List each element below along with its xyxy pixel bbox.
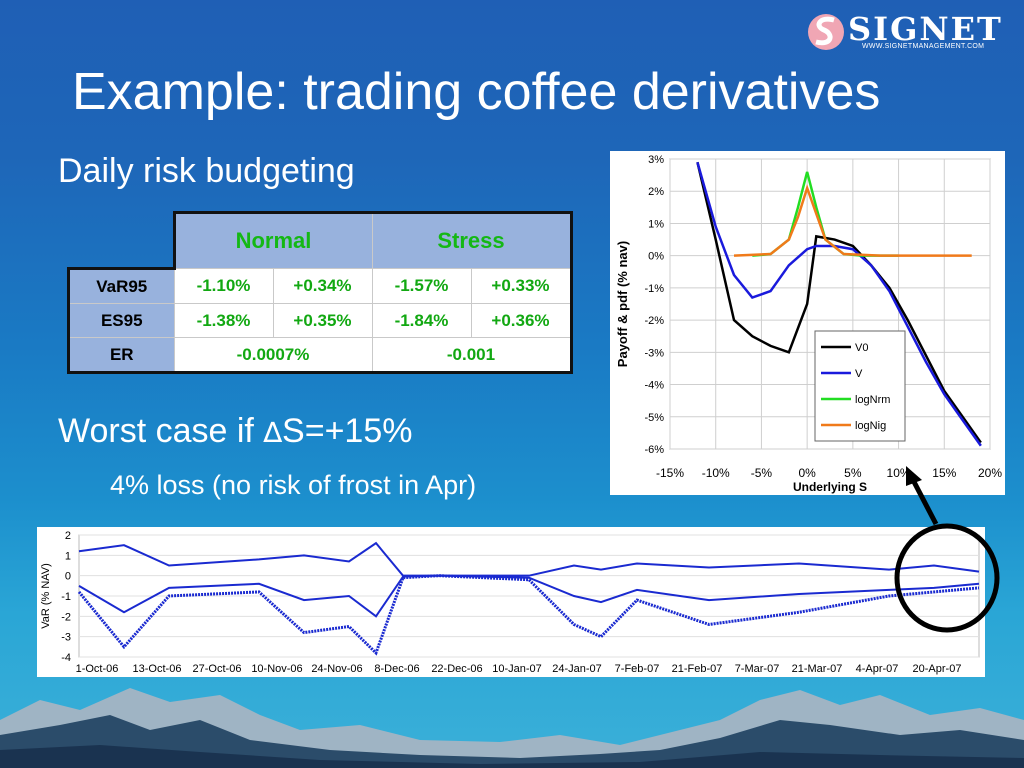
x-tick-label: 27-Oct-06 [193, 663, 242, 675]
x-tick-label: 22-Dec-06 [431, 663, 482, 675]
table-row: VaR95 -1.10% +0.34% -1.57% +0.33% [67, 267, 573, 304]
table-cell: -1.57% [371, 268, 472, 304]
x-tick-label: 7-Mar-07 [735, 663, 780, 675]
x-tick-label: 1-Oct-06 [76, 663, 119, 675]
loss-sub-bullet: 4% loss (no risk of frost in Apr) [110, 470, 477, 500]
highlight-circle [894, 523, 1000, 633]
y-tick-label: -4 [61, 652, 71, 664]
y-axis-label: VaR (% NAV) [40, 563, 52, 629]
series-line [78, 541, 980, 577]
x-tick-label: 24-Jan-07 [552, 663, 602, 675]
x-tick-label: 21-Feb-07 [672, 663, 723, 675]
subtitle: Daily risk budgeting [58, 152, 355, 190]
y-tick-label: 0 [65, 571, 71, 583]
x-tick-label: 21-Mar-07 [792, 663, 843, 675]
worst-case-prefix: Worst case if [58, 412, 264, 450]
pointer-arrow-head [906, 466, 922, 486]
x-tick-label: 20-Apr-07 [913, 663, 962, 675]
x-tick-label: 10-Jan-07 [492, 663, 542, 675]
y-axis-label: Payoff & pdf (% nav) [615, 241, 630, 367]
payoff-chart: 3% 2% 1% 0% -1% -2% -3% -4% -5% -6% -15% -10% -5% 0% 5… [610, 151, 1005, 495]
table-cell: -1.84% [371, 303, 472, 338]
logo-url: WWW.SIGNETMANAGEMENT.COM [862, 43, 985, 50]
delta-symbol: ∆ [263, 416, 283, 449]
y-tick-label: 0% [648, 251, 664, 263]
y-tick-label: -3% [644, 347, 664, 359]
table-cell: +0.33% [470, 268, 573, 304]
legend-box [814, 330, 906, 442]
header-normal: Normal [172, 211, 373, 269]
x-tick-label: 7-Feb-07 [615, 663, 660, 675]
y-tick-label: -3 [61, 632, 71, 644]
y-tick-label: 2 [65, 530, 71, 542]
y-tick-label: -2 [61, 611, 71, 623]
table-row: ES95 -1.38% +0.35% -1.84% +0.36% [67, 303, 573, 338]
x-tick-label: 10-Nov-06 [251, 663, 302, 675]
y-tick-label: -1 [61, 591, 71, 603]
legend-label: V [855, 368, 863, 380]
x-axis-label: Underlying S [793, 480, 867, 494]
table-cell: -0.001 [371, 337, 573, 374]
x-tick-label: 10% [887, 466, 911, 480]
y-tick-label: 1 [65, 550, 71, 562]
pointer-arrow-line [909, 476, 939, 526]
x-tick-label: 8-Dec-06 [374, 663, 419, 675]
payoff-chart-svg: 3% 2% 1% 0% -1% -2% -3% -4% -5% -6% -15% -10% -5% 0% 5… [615, 154, 1002, 494]
slide-title: Example: trading coffee derivatives [72, 63, 881, 121]
x-tick-label: 20% [978, 466, 1002, 480]
logo-wordmark: SIGNET [848, 10, 1003, 48]
signet-logo [808, 14, 844, 50]
table-cell: +0.35% [272, 303, 373, 338]
series-line [77, 574, 980, 656]
table-cell: -1.38% [173, 303, 274, 338]
x-tick-label: 15% [932, 466, 956, 480]
var-chart: 2 1 0 -1 -2 -3 -4 1-Oct-06 13-Oct-06 27-Oct-06 10-… [37, 527, 985, 677]
worst-case-suffix: S=+15% [282, 412, 413, 450]
y-tick-label: -4% [644, 380, 664, 392]
x-tick-label: -10% [702, 466, 730, 480]
y-tick-label: -1% [644, 283, 664, 295]
legend-label: V0 [855, 342, 868, 354]
series-line-V0 [696, 161, 982, 444]
table-cell: +0.36% [470, 303, 573, 338]
mountain-backdrop [0, 688, 1024, 768]
x-tick-label: 5% [844, 466, 862, 480]
x-tick-label: -5% [751, 466, 773, 480]
y-tick-label: 1% [648, 218, 664, 230]
y-tick-label: 2% [648, 186, 664, 198]
y-tick-label: 3% [648, 154, 664, 166]
x-tick-label: 13-Oct-06 [133, 663, 182, 675]
x-tick-label: 24-Nov-06 [311, 663, 362, 675]
row-label-er: ER [67, 337, 175, 374]
y-tick-label: -2% [644, 315, 664, 327]
x-tick-label: 4-Apr-07 [856, 663, 899, 675]
var-chart-svg: 2 1 0 -1 -2 -3 -4 1-Oct-06 13-Oct-06 27-Oct-06 10-… [40, 530, 980, 675]
y-tick-label: -5% [644, 412, 664, 424]
risk-budget-table: Normal Stress VaR95 -1.10% +0.34% -1.57%… [67, 211, 573, 374]
y-tick-label: -6% [644, 444, 664, 456]
table-cell: -1.10% [173, 268, 274, 304]
table-row: ER -0.0007% -0.001 [67, 337, 573, 374]
x-tick-label: -15% [656, 466, 684, 480]
legend-label: logNig [855, 420, 886, 432]
x-tick-label: 0% [798, 466, 816, 480]
table-cell: +0.34% [272, 268, 373, 304]
legend-label: logNrm [855, 394, 890, 406]
series-line [78, 574, 980, 618]
series-line-logNig [733, 184, 972, 257]
worst-case-bullet: Worst case if ∆S=+15% [58, 412, 413, 451]
